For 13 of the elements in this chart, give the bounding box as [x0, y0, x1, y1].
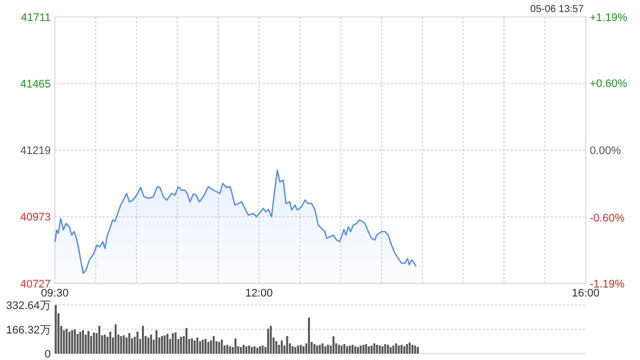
y-tick-label: 40973	[20, 212, 51, 224]
x-tick-label: 12:00	[245, 287, 273, 300]
y-tick-label: 332.64万	[6, 300, 51, 312]
y2-tick-label: -0.60%	[590, 212, 625, 224]
y-tick-label: 41219	[20, 145, 51, 158]
text: 05-06 13:57	[530, 4, 584, 15]
y-tick-label: 0	[44, 348, 51, 360]
y-tick-label: 41711	[21, 12, 51, 24]
y2-tick-label: +1.19%	[590, 12, 628, 24]
y2-tick-label: +0.60%	[590, 78, 628, 90]
y-tick-label: 41465	[20, 78, 51, 91]
y2-tick-label: 0.00%	[590, 145, 622, 158]
y-tick-label: 166.32万	[6, 324, 51, 336]
